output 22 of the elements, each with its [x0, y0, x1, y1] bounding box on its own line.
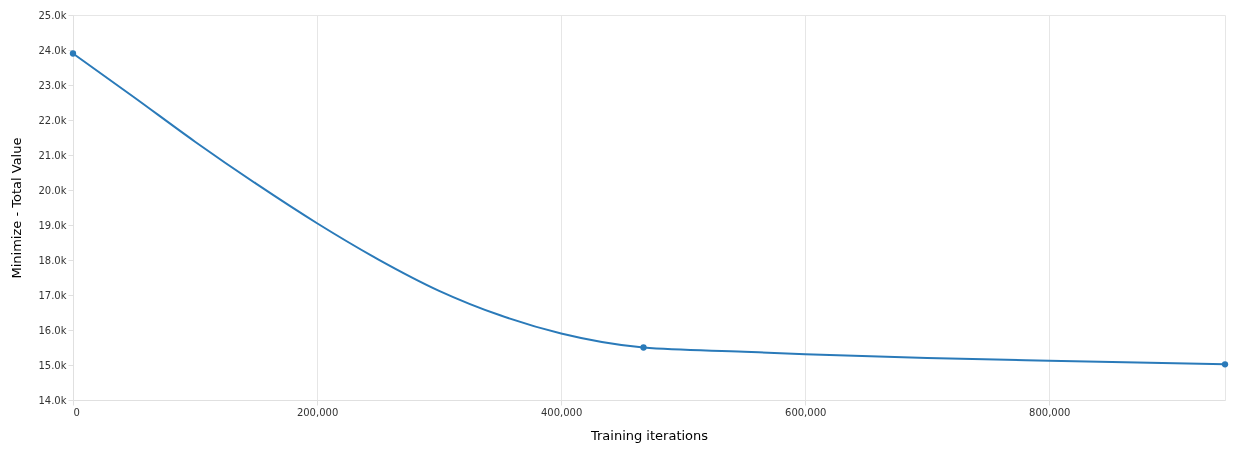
y-tick-label: 20.0k [38, 184, 67, 196]
y-tick-label: 14.0k [38, 394, 67, 406]
x-tick-label: 400,000 [540, 406, 583, 418]
x-tick-label: 200,000 [296, 406, 339, 418]
y-tick-label: 18.0k [38, 254, 67, 266]
x-tick-label: 800,000 [1029, 406, 1071, 418]
y-tick-label: 25.0k [38, 9, 67, 21]
y-tick-label: 22.0k [38, 114, 67, 126]
y-tick-label: 21.0k [38, 149, 67, 161]
point [1221, 361, 1229, 368]
y-tick-label: 15.0k [38, 359, 67, 371]
x-tick-label: 600,000 [785, 406, 827, 418]
y-tick-label: 16.0k [38, 324, 67, 336]
y-axis-title: Minimize - Total Value [9, 137, 25, 279]
y-tick-label: 19.0k [38, 219, 67, 231]
y-tick-label: 24.0k [38, 44, 67, 56]
x-tick-label: 0 [73, 406, 80, 418]
x-axis-title: Training iterations [589, 427, 709, 443]
point [640, 344, 647, 351]
y-tick-label: 23.0k [38, 79, 67, 91]
point [69, 50, 77, 57]
y-tick-label: 17.0k [38, 289, 67, 301]
